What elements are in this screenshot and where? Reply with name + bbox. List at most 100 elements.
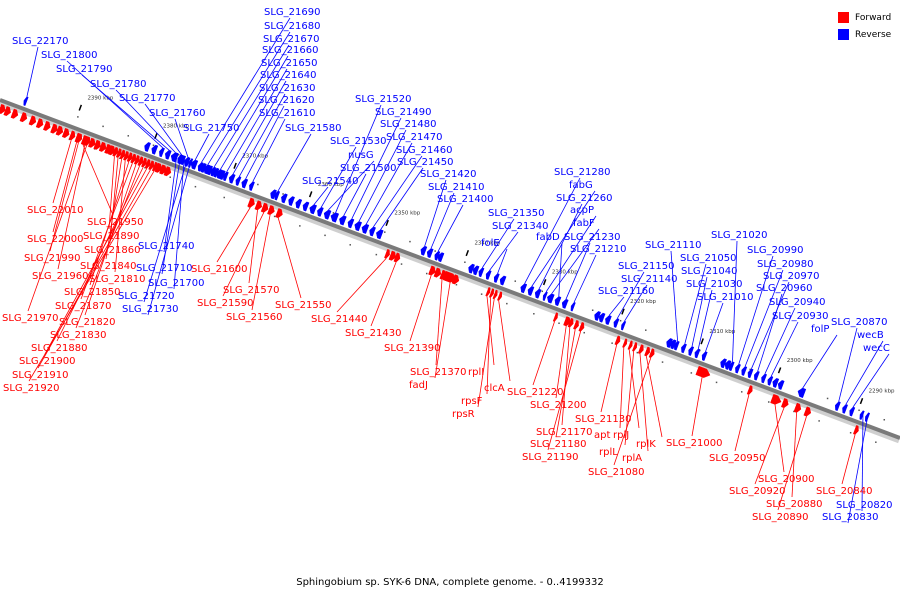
forward-gene <box>107 145 116 156</box>
leader-line <box>365 142 413 225</box>
top-gene-label: SLG_21690 <box>264 7 320 18</box>
leader-line <box>52 139 72 204</box>
reverse-gene <box>542 291 548 302</box>
reverse-gene <box>720 358 727 369</box>
top-gene-label: nusG <box>348 150 374 161</box>
leader-line <box>684 263 707 344</box>
tick-label: 2360 kbp <box>318 182 344 188</box>
reverse-gene <box>190 159 199 170</box>
leader-line <box>252 118 286 182</box>
leader-line <box>248 210 258 284</box>
reverse-gene <box>376 229 384 240</box>
leader-line <box>538 203 583 290</box>
leader-line <box>531 190 596 287</box>
leader-line <box>222 212 265 297</box>
gene-glyphs <box>0 96 871 435</box>
bottom-gene-label: SLG_21570 <box>223 285 279 296</box>
leader-line <box>802 334 838 389</box>
leader-line <box>691 376 703 437</box>
reverse-gene <box>302 201 310 212</box>
forward-gene <box>123 150 129 161</box>
forward-gene <box>35 118 44 129</box>
forward-gene <box>563 316 571 327</box>
forward-gene <box>578 321 585 332</box>
leader-line <box>838 327 858 402</box>
leader-line <box>75 165 140 329</box>
leader-line <box>277 217 302 299</box>
top-gene-label: folE <box>481 238 500 249</box>
top-gene-label: SLG_21630 <box>259 83 315 94</box>
bottom-gene-label: SLG_21600 <box>191 264 247 275</box>
leader-line <box>313 186 329 205</box>
track-dot <box>858 409 860 412</box>
leader-line <box>498 300 511 382</box>
top-gene-label: SLG_21700 <box>148 278 204 289</box>
bottom-gene-label: SLG_20920 <box>729 486 785 497</box>
reverse-gene <box>218 170 226 181</box>
leader-line <box>486 297 492 395</box>
leader-line <box>697 289 713 349</box>
track-dot <box>400 263 403 265</box>
leader-line <box>109 157 119 244</box>
top-gene-label: SLG_21580 <box>285 123 341 134</box>
top-gene-label: SLG_21210 <box>570 244 626 255</box>
reverse-gene <box>184 156 190 167</box>
top-gene-label: SLG_20990 <box>747 245 803 256</box>
track-dot <box>826 397 829 400</box>
leader-line <box>163 153 178 253</box>
leader-line <box>27 145 87 312</box>
leader-line <box>486 296 495 366</box>
leader-line <box>358 129 407 222</box>
leader-line <box>845 340 884 405</box>
tick-label: 2310 kbp <box>709 329 735 335</box>
leader-line <box>251 214 271 311</box>
leader-line <box>561 327 571 426</box>
track-dot <box>257 183 259 186</box>
forward-gene <box>648 348 655 359</box>
forward-gene <box>130 153 137 164</box>
leader-line <box>245 105 285 180</box>
forward-gene <box>428 265 436 276</box>
reverse-gene <box>767 375 774 386</box>
bottom-gene-label: rpsF <box>461 396 483 407</box>
reverse-gene <box>426 248 434 259</box>
reverse-gene <box>354 221 363 232</box>
forward-gene <box>451 274 460 285</box>
leader-line <box>409 275 432 342</box>
bottom-gene-label: SLG_21220 <box>507 387 563 398</box>
reverse-gene <box>594 311 601 321</box>
leader-line <box>691 276 708 347</box>
top-gene-label: SLG_21520 <box>355 94 411 105</box>
reverse-gene <box>688 346 695 356</box>
reverse-gene <box>180 155 187 166</box>
track-dot <box>661 361 664 363</box>
tick-label: 2350 kbp <box>394 211 420 217</box>
reverse-gene <box>741 366 748 376</box>
leader-line <box>49 142 79 252</box>
bottom-gene-label: SLG_21170 <box>536 427 592 438</box>
reverse-gene <box>520 283 528 294</box>
track-dot <box>409 240 411 243</box>
legend-reverse: Reverse <box>838 26 891 43</box>
top-gene-label: SLG_21230 <box>564 232 620 243</box>
top-gene-label: SLG_21350 <box>488 208 544 219</box>
leader-line <box>194 133 210 161</box>
top-gene-label: SLG_21040 <box>681 266 737 277</box>
top-gene-label: SLG_21020 <box>711 230 767 241</box>
bottom-gene-label: SLG_22010 <box>27 205 83 216</box>
forward-gene <box>770 393 782 405</box>
leader-line <box>81 74 170 151</box>
leader-line <box>497 248 508 274</box>
forward-gene <box>159 164 167 175</box>
track-dot <box>506 302 508 305</box>
tick-label: 2390 kbp <box>87 95 113 101</box>
leader-line <box>639 353 649 452</box>
bottom-gene-label: clcA <box>484 383 505 394</box>
track-dot <box>767 401 770 403</box>
reverse-gene <box>249 181 255 192</box>
reverse-gene <box>200 163 207 173</box>
track-dot <box>645 329 647 331</box>
track-dot <box>434 250 436 252</box>
reverse-gene <box>347 218 355 229</box>
reverse-gene <box>437 252 445 263</box>
